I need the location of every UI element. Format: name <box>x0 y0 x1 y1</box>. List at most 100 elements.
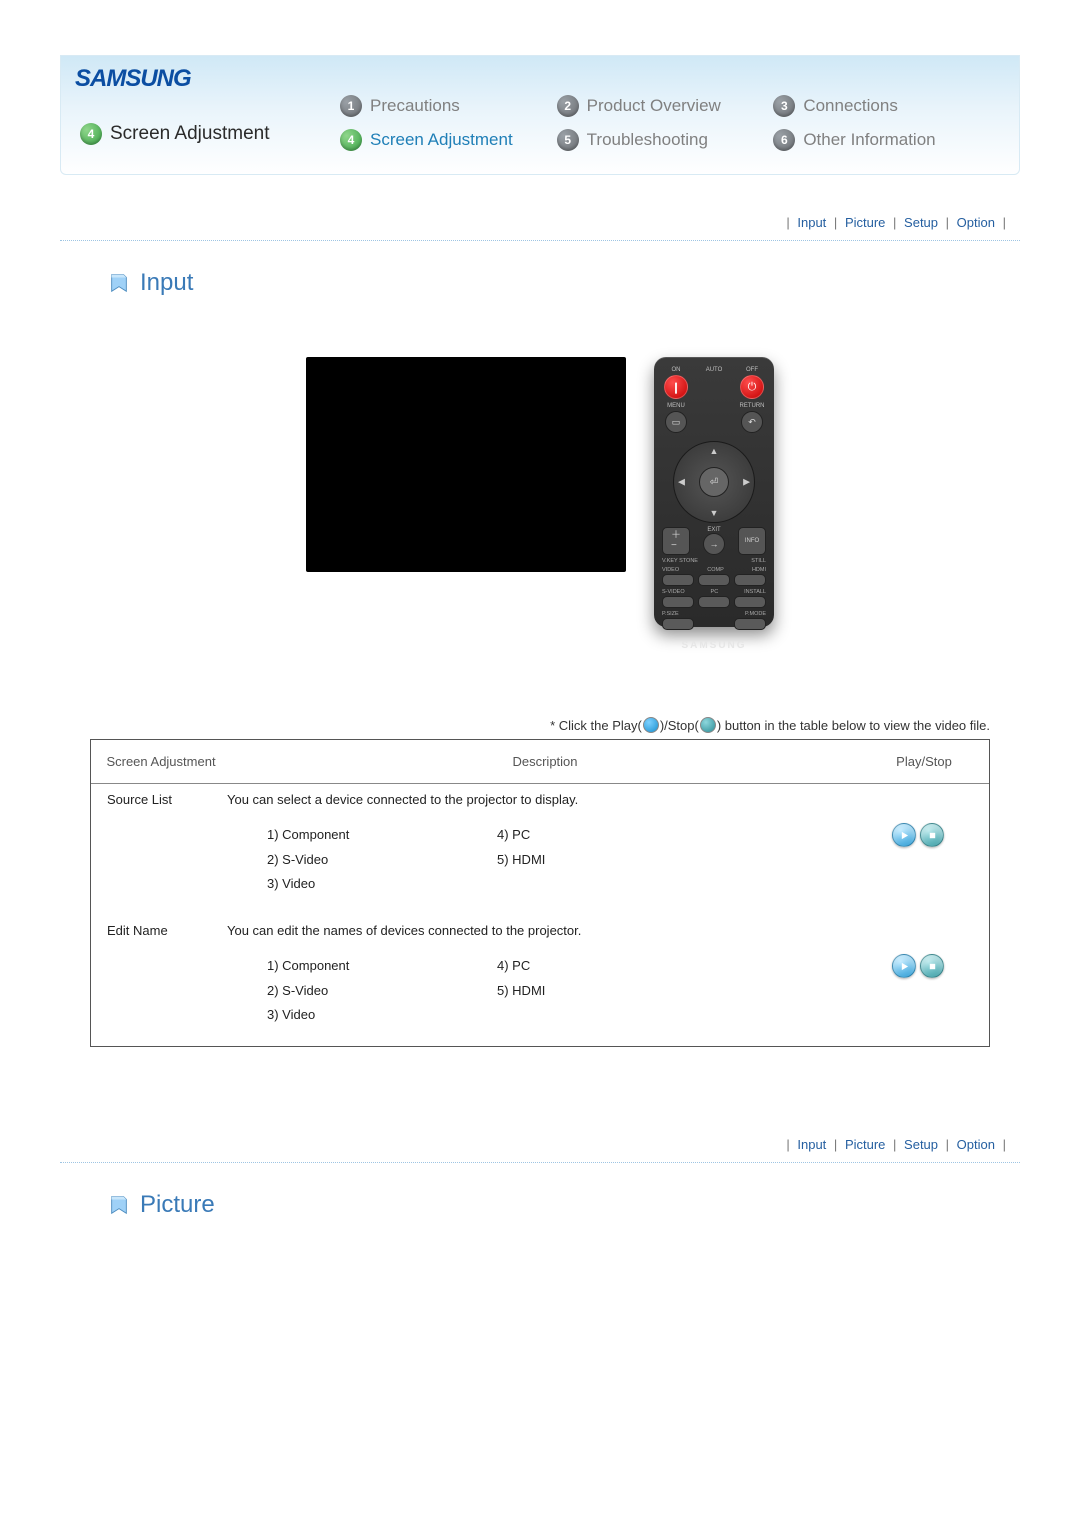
row-name: Edit Name <box>107 923 227 938</box>
exit-button-icon: → <box>703 533 725 555</box>
pill-button-icon <box>698 596 730 608</box>
nav-label: Precautions <box>370 96 460 116</box>
menu-button-icon: ▭ <box>665 411 687 433</box>
remote-label: COMP <box>707 567 724 573</box>
page-title-text: Screen Adjustment <box>110 123 269 145</box>
note-part: ) button in the table below to view the … <box>717 718 990 733</box>
nav-product-overview[interactable]: 2 Product Overview <box>557 95 774 117</box>
nav-connections[interactable]: 3 Connections <box>773 95 990 117</box>
dpad-down-icon: ▼ <box>710 508 719 518</box>
subnav-option[interactable]: Option <box>957 215 995 230</box>
subnav-top: | Input | Picture | Setup | Option | <box>60 215 1020 241</box>
table-header-desc: Description <box>231 740 859 783</box>
remote-label: PC <box>711 589 719 595</box>
option-item: 3) Video <box>267 1003 497 1028</box>
nav-badge-3: 3 <box>773 95 795 117</box>
stop-button[interactable] <box>920 823 944 847</box>
remote-brand: SAMSUNG <box>662 640 766 651</box>
remote-label: P.SIZE <box>662 611 679 617</box>
play-button[interactable] <box>892 954 916 978</box>
play-button[interactable] <box>892 823 916 847</box>
stop-button[interactable] <box>920 954 944 978</box>
subnav-setup[interactable]: Setup <box>904 215 938 230</box>
vkey-button-icon: ＋− <box>662 527 690 555</box>
pill-button-icon <box>734 574 766 586</box>
dpad-right-icon: ▶ <box>743 477 750 488</box>
nav-other-information[interactable]: 6 Other Information <box>773 129 990 151</box>
remote-label: STILL <box>751 558 766 564</box>
nav-badge-1: 1 <box>340 95 362 117</box>
subnav-sep: | <box>946 1137 949 1152</box>
table-row: Edit Name You can edit the names of devi… <box>91 915 989 940</box>
pill-button-icon <box>662 574 694 586</box>
bookmark-icon <box>108 272 130 294</box>
nav-label: Product Overview <box>587 96 721 116</box>
subnav-sep: | <box>834 1137 837 1152</box>
nav-label: Connections <box>803 96 898 116</box>
main-nav: 1 Precautions 2 Product Overview 3 Conne… <box>340 95 990 151</box>
dpad-icon: ▲ ▼ ◀ ▶ ⏎ <box>673 441 755 523</box>
option-item: 4) PC <box>497 823 727 848</box>
nav-label: Other Information <box>803 130 935 150</box>
subnav-picture[interactable]: Picture <box>845 215 885 230</box>
pill-button-icon <box>734 596 766 608</box>
brand-logo: SAMSUNG <box>75 65 191 93</box>
nav-badge-2: 2 <box>557 95 579 117</box>
option-item: 3) Video <box>267 872 497 897</box>
subnav-input[interactable]: Input <box>797 1137 826 1152</box>
remote-control-image: ON ❙ AUTO OFF ⏻ MENU ▭ RETURN <box>654 357 774 627</box>
section-title: Input <box>140 269 193 297</box>
bookmark-icon <box>108 1194 130 1216</box>
screen-adjustment-table: Screen Adjustment Description Play/Stop … <box>90 739 990 1047</box>
power-off-icon: ⏻ <box>740 375 764 399</box>
section-title: Picture <box>140 1191 215 1219</box>
option-item: 1) Component <box>267 823 497 848</box>
table-header-sa: Screen Adjustment <box>91 740 231 783</box>
nav-troubleshooting[interactable]: 5 Troubleshooting <box>557 129 774 151</box>
remote-label-exit: EXIT <box>703 527 725 533</box>
remote-label: S-VIDEO <box>662 589 685 595</box>
video-preview <box>306 357 626 572</box>
option-item: 4) PC <box>497 954 727 979</box>
nav-label: Screen Adjustment <box>370 130 513 150</box>
table-row: Source List You can select a device conn… <box>91 784 989 809</box>
dpad-up-icon: ▲ <box>710 446 719 456</box>
subnav-sep: | <box>893 215 896 230</box>
section-heading-picture: Picture <box>108 1191 1020 1219</box>
subnav-sep: | <box>893 1137 896 1152</box>
remote-label: V.KEY STONE <box>662 558 698 564</box>
table-header-ps: Play/Stop <box>859 740 989 783</box>
row-desc: You can select a device connected to the… <box>227 792 863 807</box>
section-heading-input: Input <box>108 269 1020 297</box>
option-item: 1) Component <box>267 954 497 979</box>
note-part: * Click the Play( <box>550 718 642 733</box>
nav-precautions[interactable]: 1 Precautions <box>340 95 557 117</box>
subnav-setup[interactable]: Setup <box>904 1137 938 1152</box>
header-banner: SAMSUNG 4 Screen Adjustment 1 Precaution… <box>60 55 1020 175</box>
remote-label-return: RETURN <box>738 403 766 409</box>
play-icon <box>643 717 659 733</box>
nav-badge-5: 5 <box>557 129 579 151</box>
row-desc: You can edit the names of devices connec… <box>227 923 863 938</box>
remote-label: HDMI <box>752 567 766 573</box>
subnav-picture[interactable]: Picture <box>845 1137 885 1152</box>
subnav-bottom: | Input | Picture | Setup | Option | <box>60 1137 1020 1163</box>
nav-badge-4: 4 <box>340 129 362 151</box>
option-item: 2) S-Video <box>267 848 497 873</box>
nav-screen-adjustment[interactable]: 4 Screen Adjustment <box>340 129 557 151</box>
nav-label: Troubleshooting <box>587 130 708 150</box>
remote-label-on: ON <box>662 367 690 373</box>
media-row: ON ❙ AUTO OFF ⏻ MENU ▭ RETURN <box>60 357 1020 627</box>
table-header: Screen Adjustment Description Play/Stop <box>91 740 989 784</box>
stop-icon <box>700 717 716 733</box>
remote-label-off: OFF <box>738 367 766 373</box>
pill-button-icon <box>662 596 694 608</box>
subnav-sep: | <box>946 215 949 230</box>
subnav-sep: | <box>786 1137 789 1152</box>
subnav-input[interactable]: Input <box>797 215 826 230</box>
subnav-option[interactable]: Option <box>957 1137 995 1152</box>
return-button-icon: ↶ <box>741 411 763 433</box>
row-name: Source List <box>107 792 227 807</box>
info-button-icon: INFO <box>738 527 766 555</box>
page-title: 4 Screen Adjustment <box>80 123 269 145</box>
